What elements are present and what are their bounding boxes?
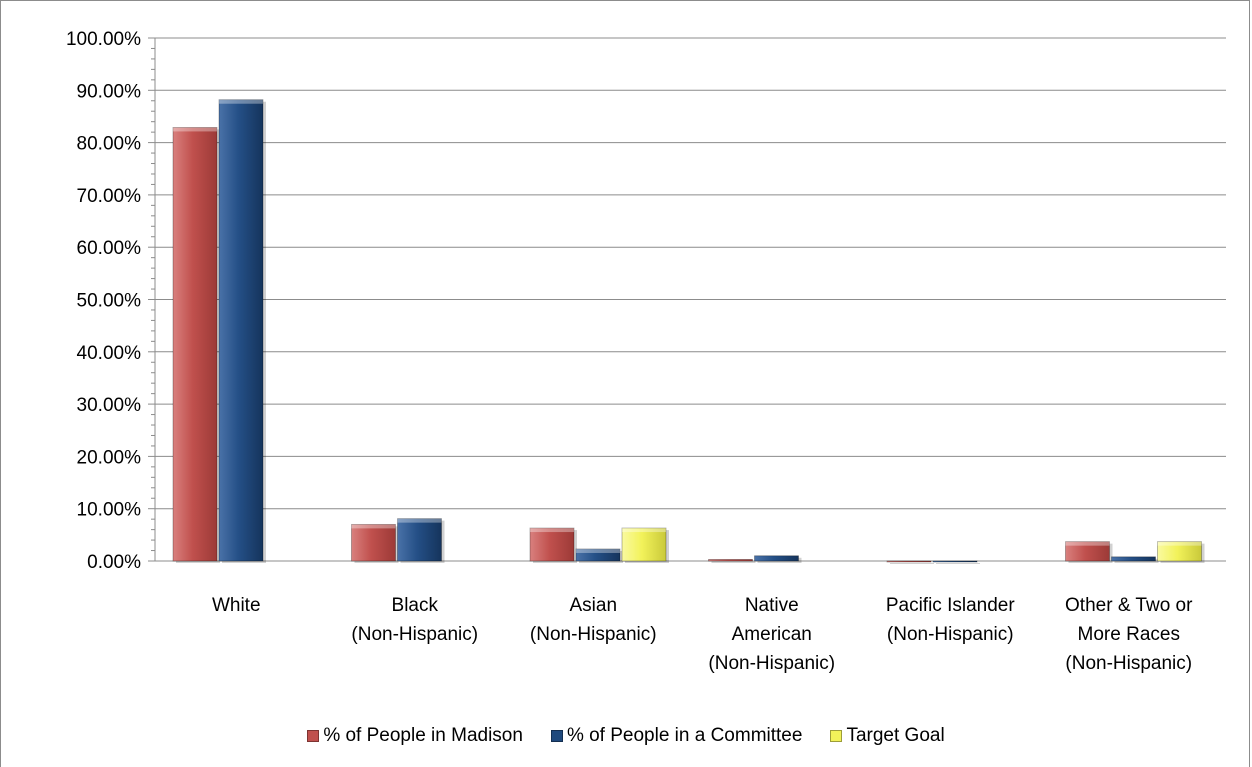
category-labels: White Black (Non-Hispanic) Asian (Non-Hispan… bbox=[212, 595, 1193, 674]
bar-highlight bbox=[351, 524, 396, 529]
bar-body bbox=[621, 527, 667, 562]
bar-body bbox=[575, 548, 621, 562]
bar bbox=[397, 518, 445, 563]
bar bbox=[351, 523, 399, 563]
bar-highlight bbox=[1065, 541, 1110, 546]
bar-highlight bbox=[576, 548, 620, 553]
bar bbox=[886, 560, 934, 564]
y-tick-label: 40.00% bbox=[77, 343, 142, 364]
bar-shadow bbox=[890, 563, 934, 564]
x-category-label: (Non-Hispanic) bbox=[530, 624, 657, 645]
bar-body bbox=[754, 555, 799, 562]
bar-shadow bbox=[936, 563, 980, 564]
legend-item: % of People in a Committee bbox=[550, 725, 803, 747]
y-tick-label: 0.00% bbox=[87, 552, 141, 573]
legend-swatch bbox=[307, 730, 320, 742]
y-tick-label: 80.00% bbox=[77, 134, 142, 155]
x-category-label: More Races bbox=[1078, 624, 1180, 645]
y-tick-label: 30.00% bbox=[77, 395, 142, 416]
bar-highlight bbox=[397, 518, 442, 523]
y-tick-label: 90.00% bbox=[77, 81, 142, 102]
legend-item: Target Goal bbox=[830, 725, 945, 747]
x-category-label: (Non-Hispanic) bbox=[1065, 653, 1192, 674]
y-axis: 0.00% 10.00% 20.00% 30.00% 40.00% 50.00% 60.00… bbox=[66, 29, 1226, 573]
bar-body bbox=[1111, 556, 1156, 562]
bar-highlight bbox=[530, 528, 574, 533]
bar-highlight bbox=[173, 127, 217, 132]
x-category-label: Asian bbox=[569, 595, 617, 616]
bar-body bbox=[1157, 541, 1202, 562]
bar-body bbox=[172, 127, 218, 562]
y-tick-label: 20.00% bbox=[77, 447, 142, 468]
bar-highlight bbox=[219, 99, 263, 104]
y-tick-label: 50.00% bbox=[77, 291, 142, 312]
bar-shadow bbox=[711, 561, 756, 563]
y-tick-label: 70.00% bbox=[77, 186, 142, 207]
bar bbox=[932, 560, 980, 564]
bar bbox=[1157, 541, 1205, 563]
bar-highlight bbox=[1157, 541, 1202, 546]
x-category-label: (Non-Hispanic) bbox=[887, 624, 1014, 645]
bar-body bbox=[886, 560, 932, 563]
y-tick-label: 60.00% bbox=[77, 238, 142, 259]
bar bbox=[529, 527, 577, 563]
gridlines bbox=[155, 37, 1226, 510]
bar bbox=[172, 127, 220, 564]
legend-item: % of People in Madison bbox=[307, 725, 523, 747]
x-category-label: (Non-Hispanic) bbox=[351, 624, 478, 645]
bar-body bbox=[529, 527, 575, 562]
legend-label: % of People in a Committee bbox=[566, 725, 803, 746]
bar-body bbox=[708, 559, 753, 562]
x-category-label: White bbox=[212, 595, 261, 616]
x-category-label: Pacific Islander bbox=[886, 595, 1016, 616]
legend-swatch bbox=[550, 730, 563, 742]
bar-body bbox=[218, 99, 264, 562]
bars bbox=[172, 99, 1205, 564]
x-category-label: American bbox=[732, 624, 812, 645]
bar-body bbox=[351, 523, 396, 562]
legend-swatch bbox=[830, 730, 843, 742]
chart-frame-left-edge bbox=[0, 0, 1, 767]
bar bbox=[218, 99, 266, 564]
bar bbox=[575, 548, 623, 563]
bar bbox=[1065, 541, 1113, 563]
x-category-label: Black bbox=[392, 595, 439, 616]
bar bbox=[1111, 556, 1159, 563]
x-category-label: Native bbox=[745, 595, 799, 616]
bar-highlight bbox=[622, 528, 666, 533]
legend-label: Target Goal bbox=[846, 725, 945, 746]
legend: % of People in Madison % of People in a C… bbox=[0, 722, 1252, 750]
bar bbox=[754, 555, 802, 563]
bar bbox=[708, 559, 756, 563]
bar-body bbox=[397, 518, 442, 562]
y-tick-label: 10.00% bbox=[77, 500, 142, 521]
bar-body bbox=[1065, 541, 1110, 562]
bar-body bbox=[932, 560, 978, 563]
legend-label: % of People in Madison bbox=[323, 725, 523, 746]
y-tick-label: 100.00% bbox=[66, 29, 141, 50]
x-category-label: Other & Two or bbox=[1065, 595, 1193, 616]
x-category-label: (Non-Hispanic) bbox=[708, 653, 835, 674]
bar bbox=[621, 527, 669, 563]
